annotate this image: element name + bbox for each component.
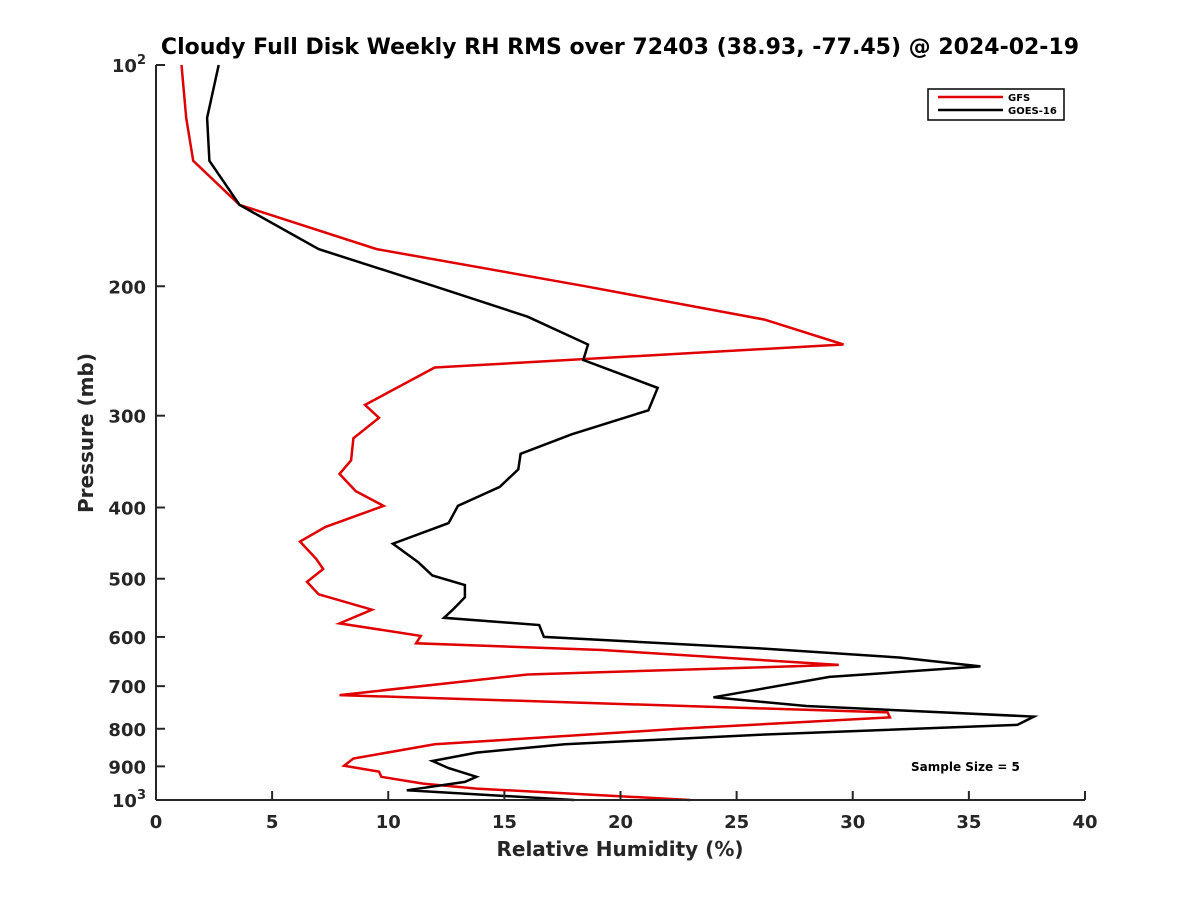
- goes16-line: [205, 64, 1039, 802]
- x-tick-label: 40: [1072, 812, 1097, 833]
- x-tick-label: 5: [266, 812, 279, 833]
- x-tick-label: 0: [150, 812, 163, 833]
- chart-title: Cloudy Full Disk Weekly RH RMS over 7240…: [161, 35, 1079, 60]
- series-layer: [180, 64, 1039, 802]
- y-tick-label: 500: [108, 570, 146, 591]
- y-tick-label: 700: [108, 677, 146, 698]
- y-tick-label: 200: [108, 277, 146, 298]
- y-tick-label: 103: [112, 788, 146, 812]
- y-axis-label: Pressure (mb): [74, 353, 98, 513]
- y-tick-label: 600: [108, 628, 146, 649]
- x-tick-label: 10: [376, 812, 401, 833]
- x-tick-label: 20: [608, 812, 633, 833]
- x-tick-label: 25: [724, 812, 749, 833]
- y-tick-base: 10: [112, 791, 137, 812]
- y-tick-label: 102: [112, 53, 146, 77]
- legend: GFS GOES-16: [927, 88, 1065, 121]
- y-tick-label: 400: [108, 499, 146, 520]
- gfs-line: [180, 64, 892, 802]
- y-tick-base: 10: [112, 56, 137, 77]
- y-tick-label: 300: [108, 407, 146, 428]
- legend-label-gfs: GFS: [1008, 93, 1030, 104]
- y-tick-label: 900: [108, 757, 146, 778]
- legend-label-goes16: GOES-16: [1008, 106, 1057, 117]
- y-tick-exponent: 3: [137, 788, 146, 803]
- y-tick-label: 800: [108, 720, 146, 741]
- sample-size-annotation: Sample Size = 5: [911, 760, 1020, 774]
- x-tick-label: 15: [492, 812, 517, 833]
- x-ticks: 0 5 10 15 20 25 30 35 40: [150, 791, 1098, 833]
- x-tick-label: 30: [840, 812, 865, 833]
- legend-box: [927, 88, 1065, 121]
- x-axis-label: Relative Humidity (%): [496, 837, 743, 861]
- x-tick-label: 35: [956, 812, 981, 833]
- y-tick-exponent: 2: [137, 53, 146, 68]
